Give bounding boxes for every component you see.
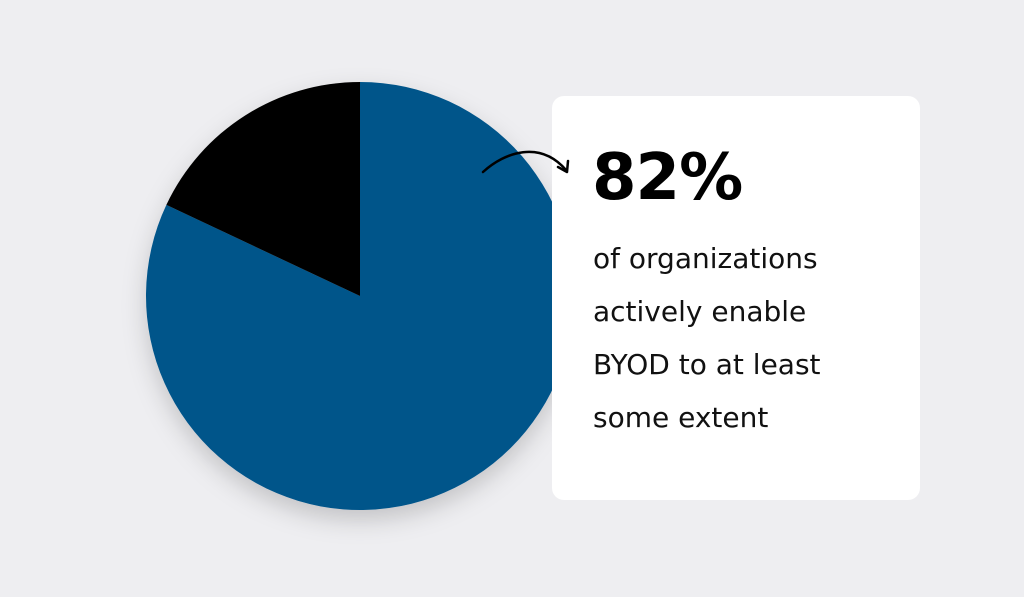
callout-line: some extent — [593, 401, 769, 434]
callout-line: of organizations — [593, 242, 818, 275]
callout-description: of organizations actively enable BYOD to… — [593, 232, 913, 444]
callout-value: 82% — [592, 141, 743, 215]
callout-line: BYOD to at least — [593, 348, 821, 381]
callout-card: 82% of organizations actively enable BYO… — [552, 96, 920, 500]
pie-slice — [166, 81, 360, 297]
callout-line: actively enable — [593, 295, 807, 328]
